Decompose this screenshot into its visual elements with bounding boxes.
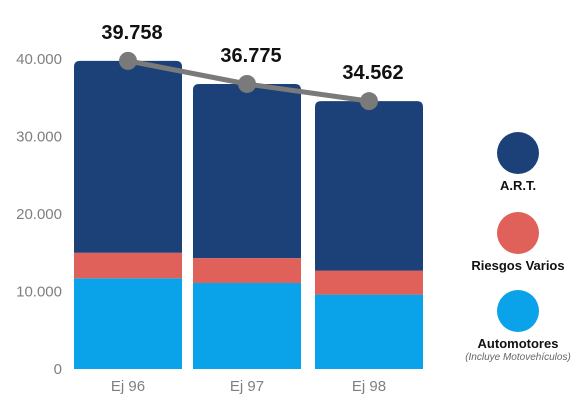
y-tick-label: 10.000 (16, 284, 62, 301)
x-tick-label: Ej 96 (111, 378, 145, 394)
y-axis: 0 10.000 20.000 30.000 40.000 (16, 51, 62, 378)
bar-segment-art (74, 60, 182, 253)
legend-label-automotores: Automotores (477, 336, 559, 351)
legend-item-art: A.R.T. (456, 132, 580, 193)
legend-item-riesgos-varios: Riesgos Varios (456, 212, 580, 273)
bar-segment-art (315, 101, 423, 271)
x-tick-label: Ej 97 (230, 378, 264, 394)
total-label: 39.758 (101, 22, 162, 44)
total-marker (119, 51, 137, 70)
total-marker (238, 74, 256, 93)
y-tick-label: 0 (54, 361, 62, 378)
legend-note-automotores: (Incluye Motovehículos) (465, 352, 571, 363)
y-tick-label: 20.000 (16, 206, 62, 223)
total-label: 36.775 (220, 45, 281, 67)
legend-item-automotores: Automotores (Incluye Motovehículos) (456, 290, 580, 363)
legend-label-riesgos-varios: Riesgos Varios (471, 258, 565, 273)
bar-segment-automotores (74, 278, 182, 369)
total-label: 34.562 (342, 62, 403, 84)
total-marker (360, 92, 378, 111)
bar-segment-art (193, 83, 301, 259)
bar-segment-riesgos-varios (315, 270, 423, 295)
bar-segment-automotores (315, 294, 423, 369)
bar-segment-automotores (193, 282, 301, 369)
bars (74, 60, 423, 369)
x-tick-label: Ej 98 (352, 378, 386, 394)
totals-line: 39.758 36.775 34.562 (101, 22, 404, 111)
legend-swatch-automotores (497, 290, 539, 332)
legend-swatch-riesgos-varios (497, 212, 539, 254)
bar-segment-riesgos-varios (193, 258, 301, 283)
x-axis: Ej 96 Ej 97 Ej 98 (111, 378, 386, 394)
y-tick-label: 40.000 (16, 51, 62, 68)
bar-segment-riesgos-varios (74, 252, 182, 279)
legend-swatch-art (497, 132, 539, 174)
legend-label-art: A.R.T. (499, 178, 537, 193)
y-tick-label: 30.000 (16, 129, 62, 146)
